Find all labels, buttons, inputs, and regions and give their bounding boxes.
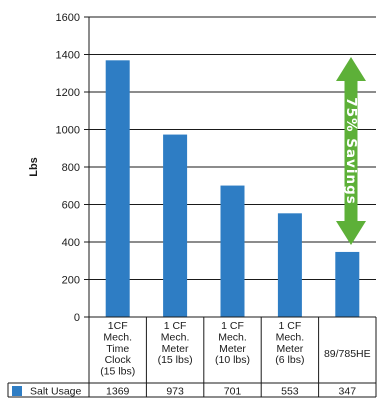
savings-label: 75% Savings (343, 97, 359, 205)
y-tick-label: 1000 (56, 125, 80, 137)
bars (105, 60, 360, 317)
y-tick-label: 200 (62, 275, 80, 287)
x-tick-label: Mech. (103, 331, 132, 343)
x-tick-label: Time (106, 343, 129, 355)
axes (84, 16, 376, 318)
savings-annotation: 75% Savings (336, 57, 366, 245)
x-tick-label: Meter (219, 343, 246, 355)
x-tick-label: Clock (105, 354, 132, 366)
savings-double-arrow (336, 57, 366, 245)
data-label: 347 (339, 386, 357, 398)
x-tick-label: (15 lbs) (100, 366, 135, 378)
y-tick-label: 600 (62, 200, 80, 212)
x-tick-label: 89/785HE (324, 348, 371, 360)
x-tick-label: 1CF (108, 320, 128, 332)
x-tick-label: Mech. (161, 331, 190, 343)
y-axis-label: Lbs (28, 157, 40, 177)
x-tick-label: (15 lbs) (158, 354, 193, 366)
bar (277, 213, 302, 317)
y-tick-label: 1400 (56, 50, 80, 62)
x-tick-label: 1 CF (164, 320, 187, 332)
bar (163, 134, 188, 317)
y-tick-label: 0 (74, 312, 80, 324)
bar (220, 185, 245, 317)
x-tick-label: Meter (162, 343, 189, 355)
y-tick-label: 1200 (56, 87, 80, 99)
x-tick-label: 1 CF (221, 320, 244, 332)
bar (105, 60, 130, 317)
x-tick-label: Mech. (218, 331, 247, 343)
legend-swatch (12, 386, 22, 396)
y-tick-labels: 0 200 400 600 800 1000 1200 1400 1600 (56, 12, 80, 324)
y-tick-label: 800 (62, 162, 80, 174)
data-label: 1369 (106, 386, 130, 398)
x-tick-label: (10 lbs) (215, 354, 250, 366)
bar (335, 251, 360, 317)
data-label: 553 (281, 386, 299, 398)
y-tick-label: 400 (62, 237, 80, 249)
x-tick-label: 1 CF (279, 320, 302, 332)
data-label: 701 (224, 386, 242, 398)
y-tick-label: 1600 (56, 12, 80, 24)
data-label: 973 (166, 386, 184, 398)
x-tick-label: Mech. (276, 331, 305, 343)
series-name: Salt Usage (30, 386, 82, 398)
x-tick-label: Meter (276, 343, 303, 355)
x-tick-label: (6 lbs) (275, 354, 304, 366)
